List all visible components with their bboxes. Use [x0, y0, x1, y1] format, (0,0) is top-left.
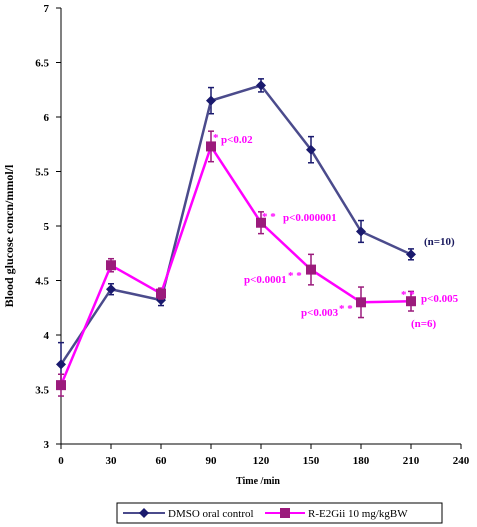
y-tick-label: 6.5: [35, 58, 49, 70]
annotation-210-star: * *: [401, 289, 415, 301]
annotation-150-p: p<0.0001: [244, 274, 287, 286]
legend-marker-re2gii: [280, 508, 290, 518]
legend: DMSO oral control R-E2Gii 10 mg/kgBW: [116, 502, 443, 524]
y-tick-label: 7: [44, 3, 50, 15]
annotation-90-p: p<0.02: [221, 134, 253, 146]
series-layer: [56, 78, 416, 397]
series-line: [59, 143, 412, 386]
x-axis-title: Time /min: [236, 476, 280, 487]
x-tick-label: 30: [106, 455, 118, 467]
x-tick-label: 60: [156, 455, 168, 467]
y-axis-title: Blood glucose concn/mmol/l: [2, 164, 16, 307]
data-point: [206, 141, 216, 152]
annotation-150-star: * *: [288, 270, 302, 282]
series-line: [59, 83, 412, 366]
data-point: [306, 144, 316, 155]
y-tick-label: 5.5: [35, 167, 49, 179]
data-point: [256, 80, 266, 91]
x-tick-labels: 0 30 60 90 120 150 180 210 240: [58, 455, 470, 467]
y-tick-labels: 3 3.5 4 4.5 5 5.5 6 6.5 7: [35, 3, 49, 451]
data-point: [156, 288, 166, 299]
annotation-210-p: p<0.005: [421, 293, 459, 305]
series-0: [56, 78, 416, 387]
annotation-90-star: *: [213, 132, 219, 144]
annotations: * p<0.02 * * p<0.000001 p<0.0001 * * p<0…: [213, 132, 459, 330]
legend-marker-dmso: [139, 508, 149, 518]
data-point: [406, 249, 416, 260]
y-tick-label: 4.5: [35, 276, 49, 288]
legend-label-dmso: DMSO oral control: [168, 508, 254, 520]
annotation-180-star: * *: [339, 303, 353, 315]
y-tick-label: 5: [44, 221, 50, 233]
annotation-180-p: p<0.003: [301, 307, 339, 319]
annotation-n10: (n=10): [424, 236, 455, 248]
series-1: [56, 130, 416, 397]
annotation-120-p: p<0.000001: [283, 212, 337, 224]
data-point: [356, 297, 366, 308]
axes: [56, 7, 462, 449]
x-tick-label: 240: [453, 455, 470, 467]
legend-label-re2gii: R-E2Gii 10 mg/kgBW: [308, 508, 408, 520]
data-point: [256, 217, 266, 228]
y-tick-label: 3: [44, 439, 50, 451]
data-point: [206, 95, 216, 106]
x-tick-label: 210: [403, 455, 420, 467]
y-tick-label: 3.5: [35, 385, 49, 397]
y-tick-label: 4: [44, 330, 50, 342]
data-point: [56, 359, 66, 370]
data-point: [356, 226, 366, 237]
data-point: [406, 296, 416, 307]
annotation-n6: (n=6): [411, 318, 437, 330]
data-point: [106, 260, 116, 271]
x-tick-label: 90: [206, 455, 218, 467]
data-point: [306, 264, 316, 275]
x-tick-label: 180: [353, 455, 370, 467]
x-tick-label: 0: [58, 455, 64, 467]
x-tick-label: 150: [303, 455, 320, 467]
annotation-120-star: * *: [262, 211, 276, 223]
x-tick-label: 120: [253, 455, 270, 467]
data-point: [106, 284, 116, 295]
y-tick-label: 6: [44, 112, 50, 124]
data-point: [56, 380, 66, 391]
